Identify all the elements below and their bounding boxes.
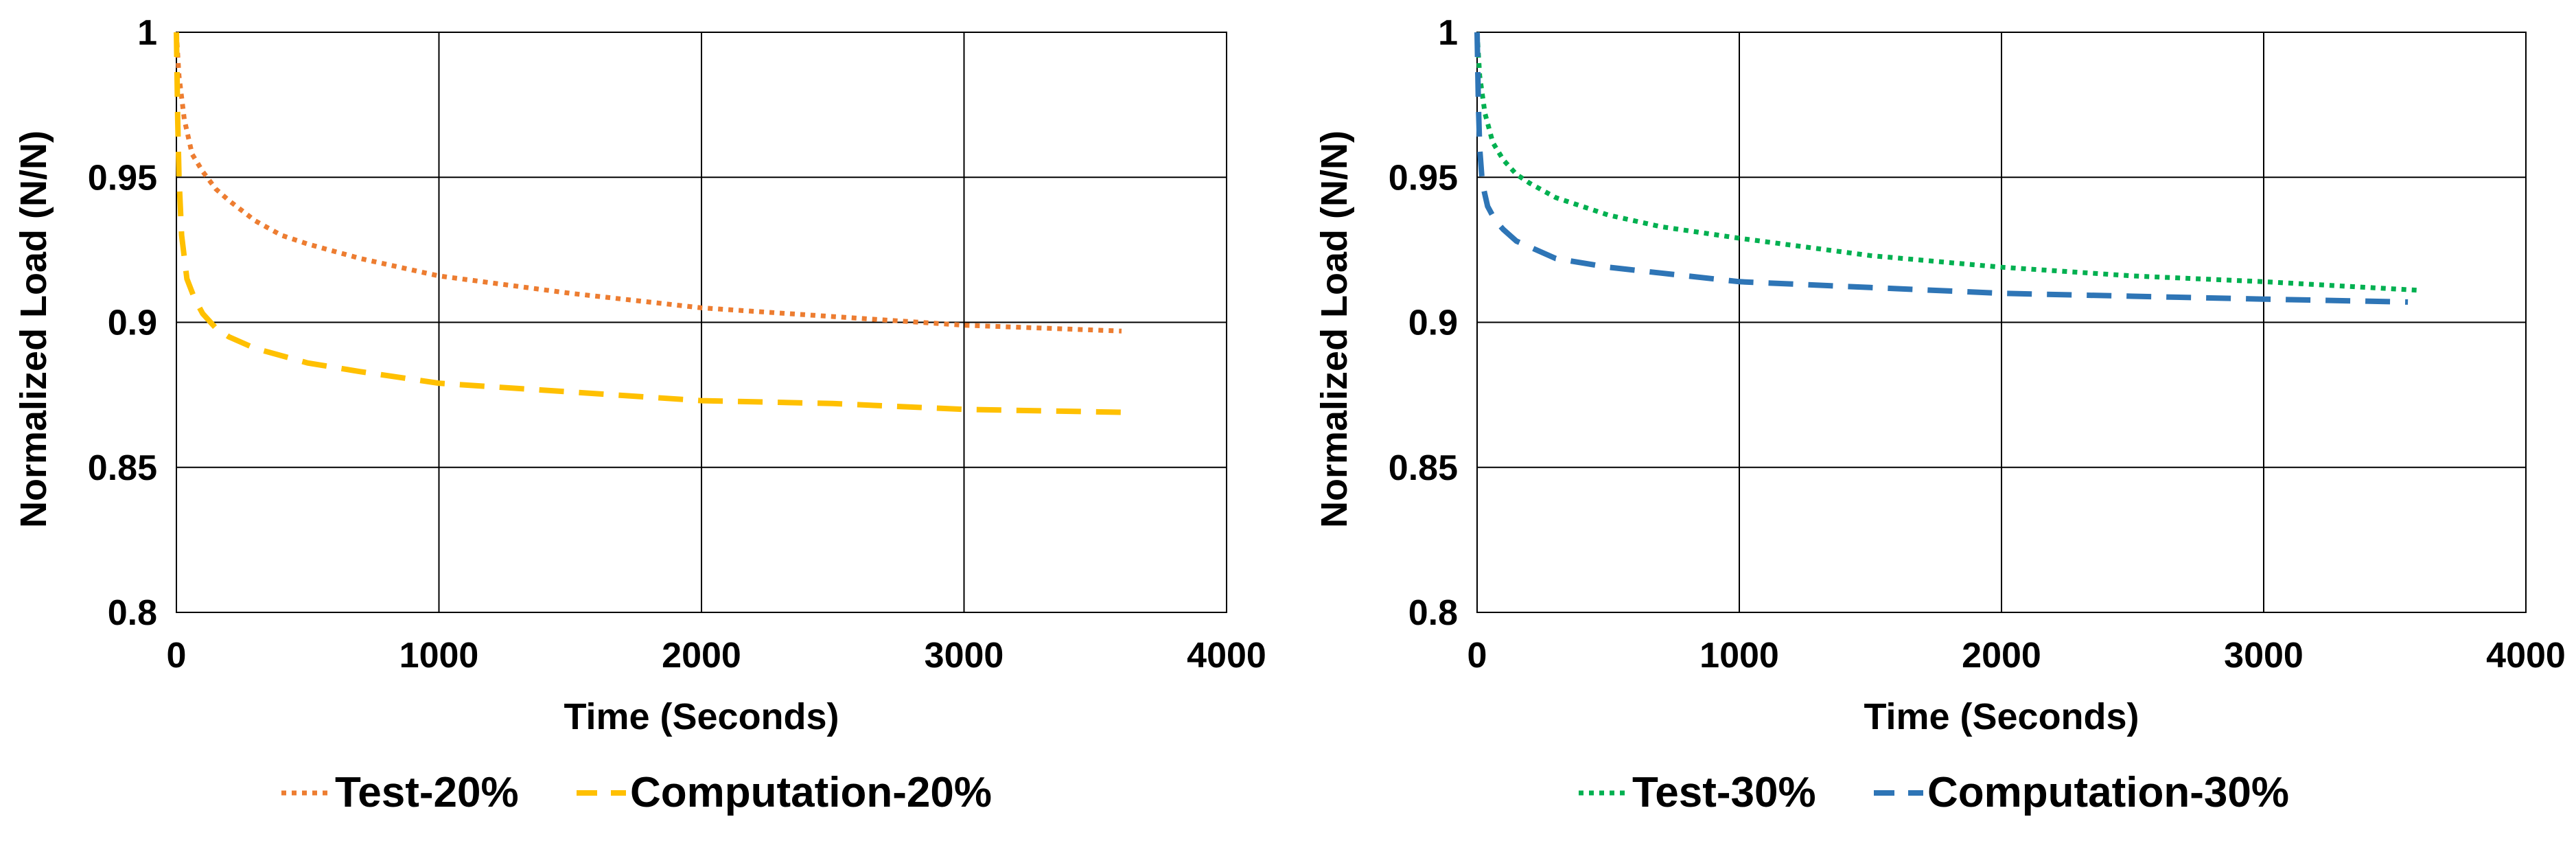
legend-label: Computation-30% — [1927, 769, 2289, 816]
y-tick-label: 0.85 — [88, 448, 157, 488]
chart-left-20-percent: 0.8 0.85 0.9 0.95 1 0 1000 2000 3000 4000 Time (Se… — [13, 13, 1266, 816]
x-axis-title: Time (Seconds) — [1864, 696, 2139, 737]
x-tick-label: 2000 — [662, 636, 741, 676]
x-tick-label: 3000 — [925, 636, 1004, 676]
chart-right-30-percent: 0.8 0.85 0.9 0.95 1 0 1000 2000 3000 4000 Time (Se… — [1314, 13, 2566, 816]
series-line-computation-30 — [1474, 32, 2409, 305]
series-line-test-30 — [1474, 32, 2422, 293]
y-tick-label: 0.85 — [1389, 448, 1458, 488]
x-tick-label: 0 — [1467, 636, 1487, 676]
legend-label: Test-30% — [1632, 769, 1816, 816]
y-tick-label: 0.95 — [88, 158, 157, 198]
plot-area — [1476, 32, 2527, 613]
y-tick-label: 0.8 — [1408, 593, 1458, 633]
legend-label: Computation-20% — [630, 769, 992, 816]
legend-label: Test-20% — [335, 769, 519, 816]
y-tick-label: 0.95 — [1389, 158, 1458, 198]
y-tick-label: 1 — [137, 13, 157, 53]
x-axis-title: Time (Seconds) — [564, 696, 839, 737]
series-line-test-20 — [174, 32, 1122, 334]
y-tick-label: 0.8 — [108, 593, 157, 633]
x-tick-label: 1000 — [399, 636, 479, 676]
x-tick-label: 3000 — [2224, 636, 2304, 676]
x-tick-label: 1000 — [1699, 636, 1779, 676]
plot-area — [176, 32, 1227, 613]
x-tick-label: 0 — [167, 636, 187, 676]
x-tick-label: 4000 — [1187, 636, 1266, 676]
x-tick-label: 2000 — [1962, 636, 2041, 676]
y-tick-label: 0.9 — [1408, 303, 1458, 343]
y-tick-label: 0.9 — [108, 303, 157, 343]
y-tick-label: 1 — [1438, 13, 1458, 53]
series-line-computation-20 — [174, 32, 1122, 415]
y-axis-title: Normalized Load (N/N) — [1314, 130, 1355, 528]
x-tick-label: 4000 — [2486, 636, 2566, 676]
y-axis-title: Normalized Load (N/N) — [13, 130, 54, 528]
